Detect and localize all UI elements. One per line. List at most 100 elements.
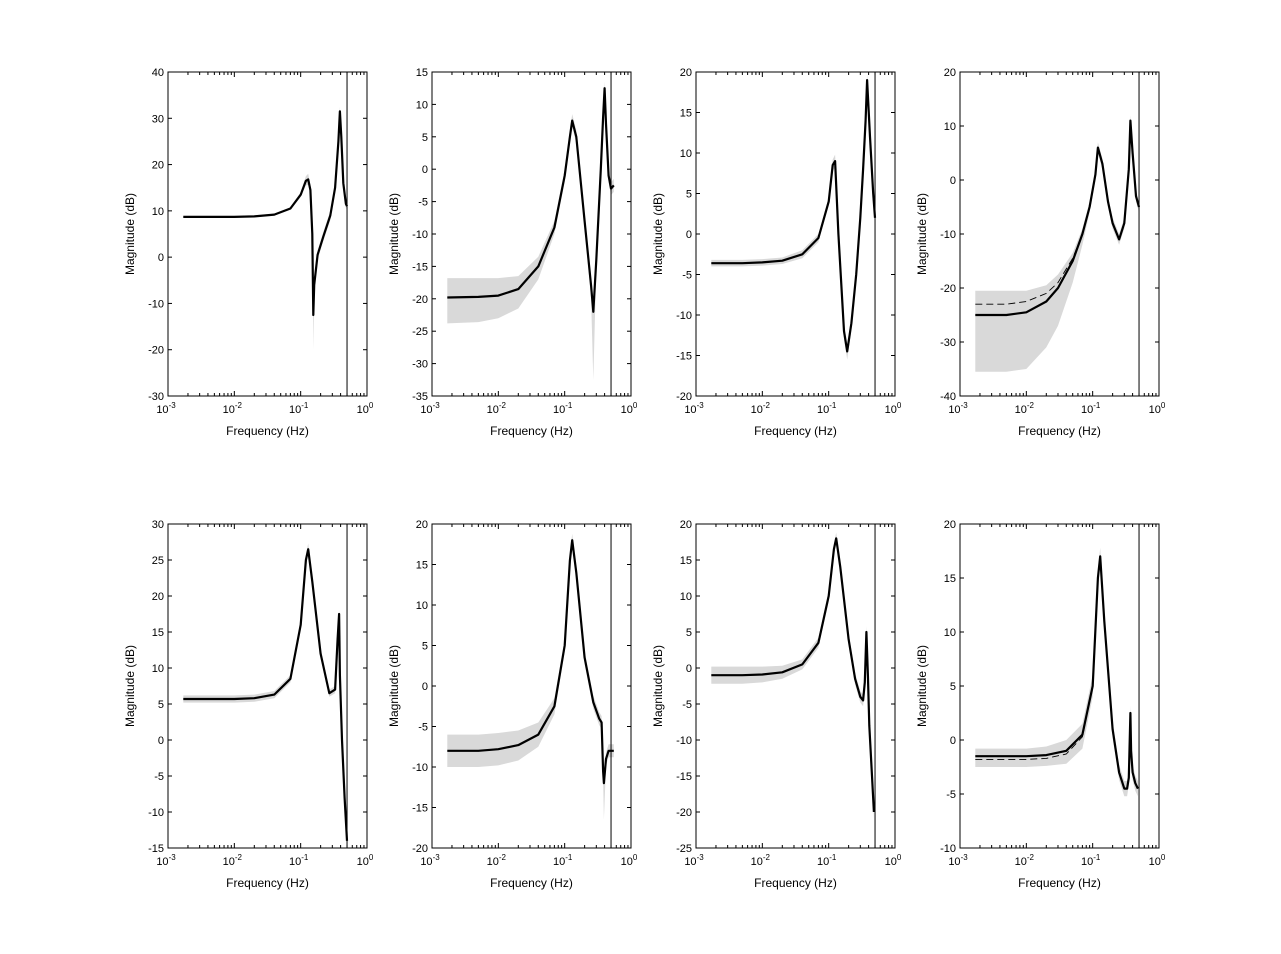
x-tick-label: 10-1 (553, 853, 573, 868)
estimate-line (183, 110, 348, 317)
y-tick-label: 15 (416, 560, 428, 572)
y-tick-label: -30 (940, 337, 956, 349)
x-tick-label: 10-2 (1015, 853, 1035, 868)
x-tick-label: 10-3 (420, 401, 440, 416)
x-axis-label: Frequency (Hz) (226, 876, 309, 890)
y-tick-label: 0 (422, 164, 428, 176)
y-tick-label: 5 (422, 641, 428, 653)
y-tick-label: 25 (152, 555, 164, 567)
x-tick-label: 10-1 (289, 401, 309, 416)
x-tick-label: 100 (885, 853, 902, 868)
y-tick-label: 5 (686, 627, 692, 639)
x-tick-label: 100 (621, 853, 638, 868)
x-tick-label: 100 (885, 401, 902, 416)
y-tick-label: -10 (148, 807, 164, 819)
estimate-line (711, 537, 875, 813)
y-tick-label: -5 (418, 197, 428, 209)
x-axis-label: Frequency (Hz) (1018, 876, 1101, 890)
y-tick-label: -15 (412, 803, 428, 815)
y-tick-label: -15 (148, 843, 164, 855)
y-tick-label: 5 (158, 699, 164, 711)
x-tick-label: 10-2 (223, 853, 243, 868)
x-tick-label: 10-3 (156, 401, 176, 416)
y-tick-label: -20 (148, 345, 164, 357)
x-tick-label: 10-2 (223, 401, 243, 416)
x-tick-label: 10-2 (751, 401, 771, 416)
y-tick-label: -10 (412, 762, 428, 774)
y-tick-label: 10 (680, 148, 692, 160)
y-axis-label: Magnitude (dB) (123, 193, 137, 275)
y-axis-label: Magnitude (dB) (123, 645, 137, 727)
axes-box (167, 523, 368, 849)
y-tick-label: 15 (416, 67, 428, 79)
y-tick-label: 0 (686, 663, 692, 675)
y-tick-label: 0 (950, 175, 956, 187)
y-tick-label: 20 (152, 591, 164, 603)
y-axis-label: Magnitude (dB) (387, 193, 401, 275)
y-tick-label: 0 (158, 735, 164, 747)
confidence-band (183, 106, 347, 350)
y-tick-label: 15 (680, 555, 692, 567)
x-tick-label: 10-2 (487, 853, 507, 868)
x-axis-label: Frequency (Hz) (1018, 424, 1101, 438)
x-tick-label: 10-3 (156, 853, 176, 868)
y-tick-label: 10 (944, 121, 956, 133)
axes-box (695, 523, 896, 849)
confidence-band (183, 543, 347, 846)
y-tick-label: 0 (686, 229, 692, 241)
y-tick-label: -10 (676, 735, 692, 747)
y-tick-label: 10 (416, 99, 428, 111)
y-tick-label: -20 (676, 391, 692, 403)
estimate-line (975, 119, 1141, 317)
y-tick-label: 5 (950, 681, 956, 693)
y-tick-label: 5 (686, 189, 692, 201)
y-tick-label: 20 (152, 160, 164, 172)
y-axis-label: Magnitude (dB) (651, 645, 665, 727)
y-tick-label: 20 (680, 67, 692, 79)
axes-box (959, 523, 1160, 849)
y-tick-label: 20 (944, 67, 956, 79)
x-tick-label: 10-3 (684, 853, 704, 868)
y-tick-label: -5 (682, 699, 692, 711)
x-axis-label: Frequency (Hz) (490, 424, 573, 438)
x-tick-label: 10-3 (948, 401, 968, 416)
y-tick-label: -20 (412, 294, 428, 306)
reference-line (975, 556, 1139, 790)
y-tick-label: -10 (412, 229, 428, 241)
y-axis-label: Magnitude (dB) (915, 193, 929, 275)
y-tick-label: 15 (152, 627, 164, 639)
y-tick-label: 0 (950, 735, 956, 747)
y-tick-label: 20 (680, 519, 692, 531)
y-tick-label: -10 (148, 298, 164, 310)
y-axis-label: Magnitude (dB) (387, 645, 401, 727)
x-tick-label: 100 (1149, 401, 1166, 416)
estimate-line (447, 87, 615, 313)
x-tick-label: 100 (1149, 853, 1166, 868)
y-tick-label: -25 (412, 326, 428, 338)
y-tick-label: 40 (152, 67, 164, 79)
x-tick-label: 10-3 (684, 401, 704, 416)
x-tick-label: 10-2 (751, 853, 771, 868)
y-tick-label: -25 (676, 843, 692, 855)
x-tick-label: 10-1 (1081, 853, 1101, 868)
y-tick-label: 0 (422, 681, 428, 693)
x-tick-label: 10-1 (289, 853, 309, 868)
x-axis-label: Frequency (Hz) (754, 424, 837, 438)
y-tick-label: 5 (422, 132, 428, 144)
y-tick-label: 20 (944, 519, 956, 531)
x-tick-label: 100 (357, 853, 374, 868)
estimate-line (183, 548, 349, 841)
axes-box (431, 523, 632, 849)
x-axis-label: Frequency (Hz) (490, 876, 573, 890)
x-tick-label: 100 (357, 401, 374, 416)
confidence-band (447, 81, 614, 380)
confidence-band (447, 533, 614, 820)
y-tick-label: -20 (940, 283, 956, 295)
